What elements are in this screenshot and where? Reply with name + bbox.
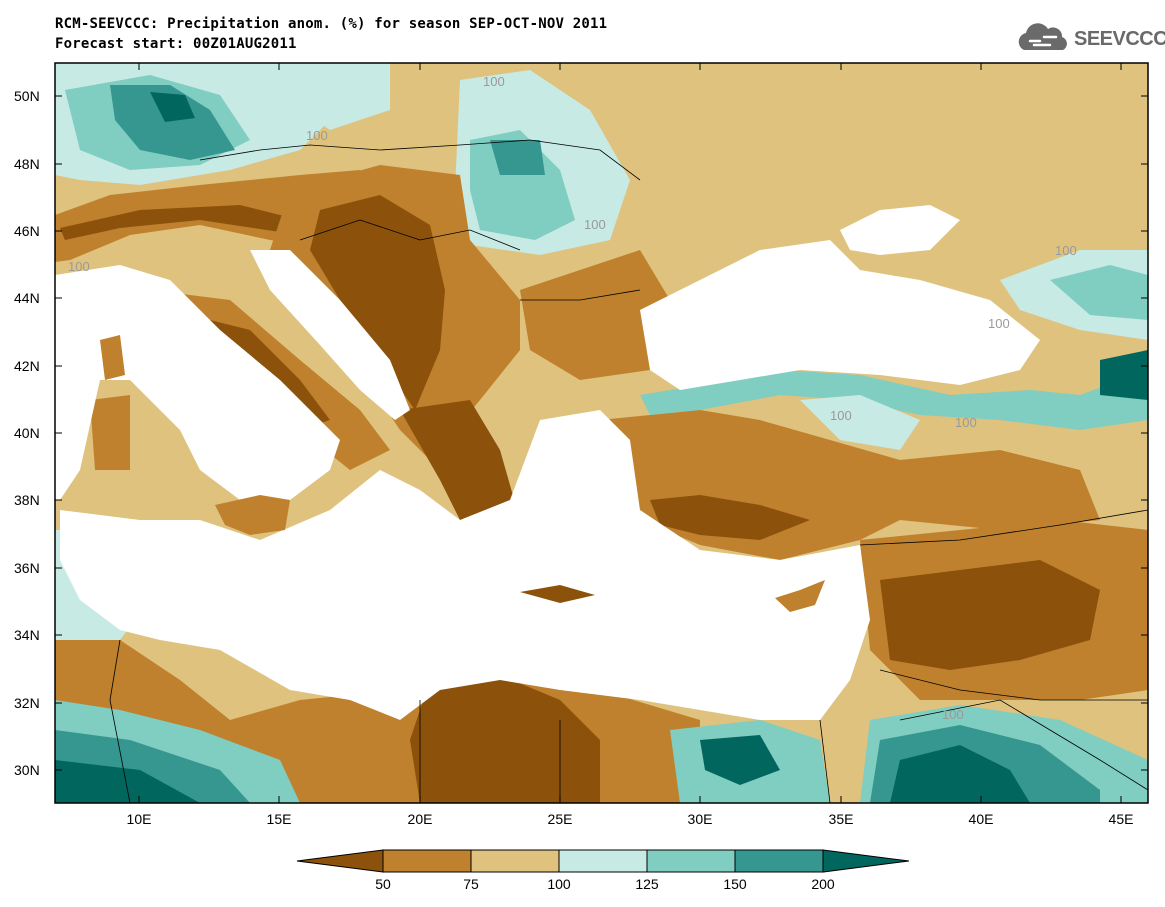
lon-label: 35E — [829, 811, 854, 827]
chart-title-line2: Forecast start: 00Z01AUG2011 — [55, 36, 297, 52]
longitude-axis — [138, 63, 1122, 803]
sea-tyrrhenian — [55, 265, 340, 500]
legend-box — [734, 849, 824, 873]
contour-label: 100 — [830, 408, 852, 423]
dry-core-libya — [410, 675, 600, 803]
lat-label: 46N — [14, 223, 40, 239]
map-plot-area — [55, 63, 1148, 803]
dry-core-alps — [60, 205, 300, 240]
contour-label: 100 — [955, 415, 977, 430]
legend-box — [382, 849, 472, 873]
chart-title-line1: RCM-SEEVCCC: Precipitation anom. (%) for… — [55, 16, 608, 32]
legend-arrow-left — [296, 849, 384, 873]
dry-core-balkans — [310, 195, 445, 410]
lat-label: 32N — [14, 695, 40, 711]
legend-box — [646, 849, 736, 873]
wet-zone-caucasus-mid — [1050, 265, 1148, 320]
lat-label: 30N — [14, 762, 40, 778]
wet-zone-black-sea-coast — [640, 370, 1148, 430]
contour-label: 100 — [584, 217, 606, 232]
sea-azov — [840, 205, 960, 255]
dry-core-turkey-south — [650, 495, 810, 540]
legend-label: 200 — [811, 876, 835, 892]
island-crete — [520, 585, 595, 603]
contour-label: 100 — [68, 259, 90, 274]
legend-boxes — [296, 849, 910, 873]
seevccc-logo: SEEVCCC — [1016, 22, 1165, 56]
lat-label: 34N — [14, 627, 40, 643]
lat-label: 48N — [14, 156, 40, 172]
lat-label: 44N — [14, 290, 40, 306]
lon-label: 20E — [408, 811, 433, 827]
dry-core-syria-iraq — [880, 560, 1100, 670]
legend-label: 100 — [547, 876, 571, 892]
wet-zone-northwest-high — [110, 85, 235, 160]
lon-label: 10E — [127, 811, 152, 827]
sea-adriatic — [250, 250, 410, 420]
lat-label: 38N — [14, 492, 40, 508]
legend-box — [558, 849, 648, 873]
latitude-axis — [55, 95, 1148, 771]
legend-label: 125 — [635, 876, 659, 892]
wet-core-northwest — [150, 92, 195, 122]
contour-labels: 100 100 100 100 100 100 100 100 100 — [68, 74, 1077, 722]
wet-zone-anatolia — [800, 395, 920, 450]
wet-core-egypt — [700, 735, 780, 785]
lat-label: 42N — [14, 358, 40, 374]
contour-label: 100 — [942, 707, 964, 722]
lat-label: 40N — [14, 425, 40, 441]
country-borders — [109, 139, 1148, 803]
lon-label: 40E — [969, 811, 994, 827]
cloud-icon — [1018, 23, 1067, 50]
island-cyprus — [775, 580, 825, 612]
lat-label: 36N — [14, 560, 40, 576]
contour-label: 100 — [483, 74, 505, 89]
wet-core-algeria — [55, 760, 200, 803]
contour-label: 100 — [988, 316, 1010, 331]
legend-box — [470, 849, 560, 873]
logo-text: SEEVCCC — [1074, 28, 1165, 50]
lon-label: 15E — [267, 811, 292, 827]
lon-label: 25E — [548, 811, 573, 827]
wet-zone-carpathian-high — [490, 140, 545, 175]
wet-core-caucasus — [1100, 350, 1148, 400]
lon-label: 45E — [1109, 811, 1134, 827]
legend-label: 75 — [463, 876, 479, 892]
lat-label: 50N — [14, 88, 40, 104]
lon-label: 30E — [688, 811, 713, 827]
wet-core-arabia — [890, 745, 1030, 803]
contour-label: 100 — [306, 128, 328, 143]
legend-labels: 50 75 100 125 150 200 — [375, 876, 835, 892]
legend-label: 150 — [723, 876, 747, 892]
legend-label: 50 — [375, 876, 391, 892]
sea-black-sea — [640, 240, 1040, 390]
island-corsica — [100, 335, 125, 380]
sea-mediterranean — [60, 410, 870, 720]
legend-arrow-right — [822, 849, 910, 873]
latitude-labels: 50N 48N 46N 44N 42N 40N 38N 36N 34N 32N … — [14, 88, 40, 778]
island-sicily — [215, 495, 290, 535]
contour-label: 100 — [1055, 243, 1077, 258]
dry-zone-sardinia — [90, 395, 130, 470]
wet-zone-germany — [300, 63, 390, 130]
longitude-labels: 10E 15E 20E 25E 30E 35E 40E 45E — [127, 811, 1134, 827]
dry-zone-romania-bulgaria — [520, 250, 670, 380]
